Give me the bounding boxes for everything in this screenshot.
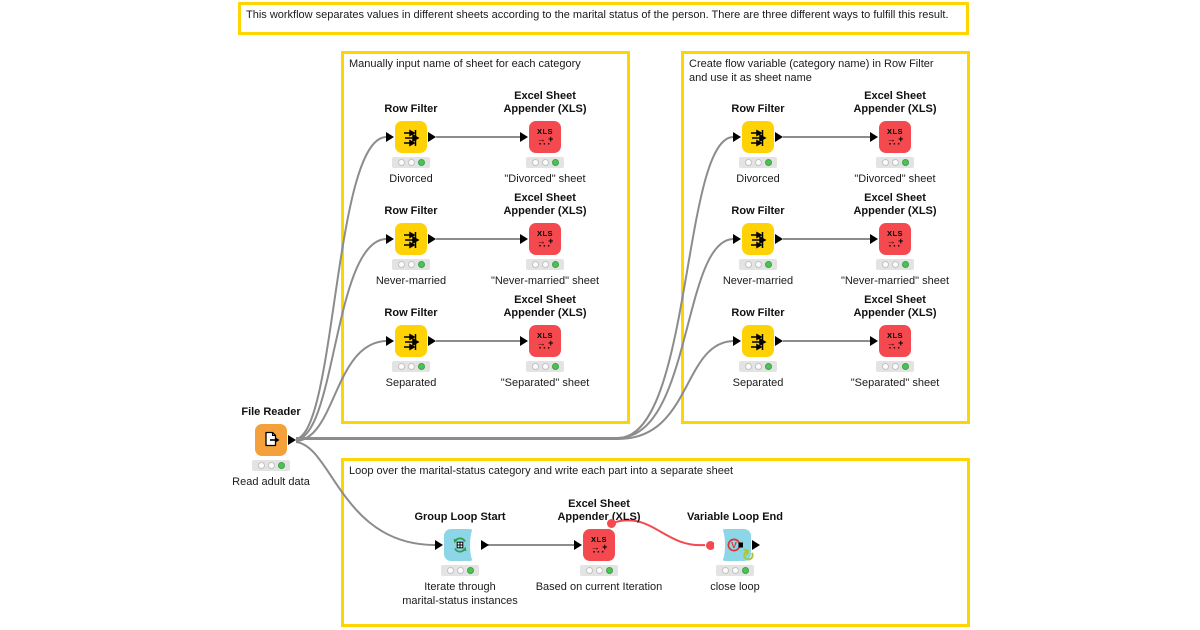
svg-text:V: V bbox=[731, 540, 737, 550]
output-port[interactable] bbox=[428, 336, 436, 346]
excel-appender-icon: XLS → + ··· bbox=[574, 519, 616, 561]
row-filter-icon bbox=[733, 121, 783, 153]
output-port[interactable] bbox=[775, 234, 783, 244]
annotation-box-manual-title: Manually input name of sheet for each ca… bbox=[349, 58, 581, 70]
output-port[interactable] bbox=[752, 540, 760, 550]
connection-filereader-rowfilter-1[interactable] bbox=[295, 136, 387, 440]
file-reader-icon bbox=[255, 424, 296, 456]
output-port[interactable] bbox=[775, 132, 783, 142]
node-group-loop-start[interactable]: Group Loop Start Iterate through marital… bbox=[402, 511, 518, 607]
input-port[interactable] bbox=[520, 336, 528, 346]
annotation-banner[interactable]: This workflow separates values in differ… bbox=[238, 2, 969, 35]
status-traffic-light bbox=[739, 259, 777, 270]
node-row-filter-flowvar-3[interactable]: Row Filter Separated bbox=[731, 307, 785, 389]
node-appender-manual-1[interactable]: Excel Sheet Appender (XLS) XLS → + ··· "… bbox=[503, 90, 587, 185]
loop-arrows-icon bbox=[453, 537, 467, 553]
status-traffic-light bbox=[526, 361, 564, 372]
status-traffic-light bbox=[739, 361, 777, 372]
status-traffic-light bbox=[252, 460, 290, 471]
connection-filereader-rowfilter-2[interactable] bbox=[295, 238, 387, 441]
output-port[interactable] bbox=[428, 234, 436, 244]
input-port[interactable] bbox=[870, 336, 878, 346]
input-port[interactable] bbox=[733, 132, 741, 142]
flow-variable-output-port[interactable] bbox=[607, 519, 616, 528]
input-port[interactable] bbox=[520, 132, 528, 142]
node-file-reader-label: Read adult data bbox=[232, 476, 310, 488]
node-file-reader-title: File Reader bbox=[241, 406, 301, 418]
connection-filereader-rowfilter-6[interactable] bbox=[296, 340, 734, 440]
input-port[interactable] bbox=[435, 540, 443, 550]
annotation-banner-text: This workflow separates values in differ… bbox=[246, 9, 949, 21]
status-traffic-light bbox=[526, 259, 564, 270]
row-filter-icon bbox=[386, 121, 436, 153]
annotation-box-flow-variable-title: Create flow variable (category name) in … bbox=[689, 58, 934, 84]
status-traffic-light bbox=[716, 565, 754, 576]
node-appender-flowvar-2[interactable]: Excel Sheet Appender (XLS) XLS → + ··· "… bbox=[840, 192, 950, 287]
status-traffic-light bbox=[392, 259, 430, 270]
status-traffic-light bbox=[739, 157, 777, 168]
row-filter-icon bbox=[386, 325, 436, 357]
status-traffic-light bbox=[580, 565, 618, 576]
annotation-box-loop-title: Loop over the marital-status category an… bbox=[349, 465, 733, 477]
status-traffic-light bbox=[526, 157, 564, 168]
row-filter-icon bbox=[733, 223, 783, 255]
node-row-filter-manual-1[interactable]: Row Filter Divorced bbox=[384, 103, 438, 185]
variable-loop-icon: V bbox=[727, 538, 743, 552]
output-port[interactable] bbox=[428, 132, 436, 142]
input-port[interactable] bbox=[386, 234, 394, 244]
row-filter-icon bbox=[386, 223, 436, 255]
variable-loop-end-icon: V bbox=[706, 526, 760, 564]
input-port[interactable] bbox=[520, 234, 528, 244]
status-traffic-light bbox=[441, 565, 479, 576]
input-port[interactable] bbox=[386, 336, 394, 346]
row-filter-icon bbox=[733, 325, 783, 357]
node-row-filter-flowvar-1[interactable]: Row Filter Divorced bbox=[731, 103, 785, 185]
input-port[interactable] bbox=[870, 132, 878, 142]
excel-appender-icon: XLS → + ··· bbox=[520, 121, 561, 153]
status-traffic-light bbox=[392, 157, 430, 168]
node-appender-flowvar-3[interactable]: Excel Sheet Appender (XLS) XLS → + ··· "… bbox=[850, 294, 940, 389]
node-variable-loop-end[interactable]: Variable Loop End V ↻ close loop bbox=[687, 511, 783, 593]
excel-appender-icon: XLS → + ··· bbox=[870, 223, 911, 255]
status-traffic-light bbox=[392, 361, 430, 372]
node-row-filter-manual-3[interactable]: Row Filter Separated bbox=[384, 307, 438, 389]
annotation-box-flow-variable[interactable]: Create flow variable (category name) in … bbox=[681, 51, 970, 424]
output-port[interactable] bbox=[288, 435, 296, 445]
node-file-reader[interactable]: File Reader Read adult data bbox=[232, 406, 310, 488]
node-row-filter-manual-2[interactable]: Row Filter Never-married bbox=[375, 205, 447, 287]
node-appender-manual-2[interactable]: Excel Sheet Appender (XLS) XLS → + ··· "… bbox=[490, 192, 600, 287]
excel-appender-icon: XLS → + ··· bbox=[870, 325, 911, 357]
input-port[interactable] bbox=[733, 336, 741, 346]
group-loop-start-icon bbox=[435, 526, 489, 564]
connection-flowvariable-appender-loopend[interactable] bbox=[611, 519, 706, 547]
flow-variable-input-port[interactable] bbox=[706, 540, 715, 550]
input-port[interactable] bbox=[870, 234, 878, 244]
connection-filereader-rowfilter-3[interactable] bbox=[295, 340, 387, 442]
connection-filereader-rowfilter-4[interactable] bbox=[296, 136, 734, 439]
output-port[interactable] bbox=[481, 540, 489, 550]
excel-appender-icon: XLS → + ··· bbox=[870, 121, 911, 153]
excel-appender-icon: XLS → + ··· bbox=[520, 223, 561, 255]
document-arrow-icon bbox=[265, 431, 280, 447]
status-traffic-light bbox=[876, 259, 914, 270]
input-port[interactable] bbox=[386, 132, 394, 142]
status-traffic-light bbox=[876, 157, 914, 168]
node-appender-loop[interactable]: Excel Sheet Appender (XLS) XLS → + ··· B… bbox=[535, 498, 663, 593]
node-row-filter-flowvar-2[interactable]: Row Filter Never-married bbox=[722, 205, 794, 287]
connection-filereader-grouploopstart[interactable] bbox=[295, 441, 436, 546]
connection-filereader-rowfilter-5[interactable] bbox=[296, 238, 734, 439]
node-appender-flowvar-1[interactable]: Excel Sheet Appender (XLS) XLS → + ··· "… bbox=[853, 90, 937, 185]
input-port[interactable] bbox=[733, 234, 741, 244]
input-port[interactable] bbox=[574, 540, 582, 550]
excel-appender-icon: XLS → + ··· bbox=[520, 325, 561, 357]
output-port[interactable] bbox=[775, 336, 783, 346]
node-appender-manual-3[interactable]: Excel Sheet Appender (XLS) XLS → + ··· "… bbox=[500, 294, 590, 389]
status-traffic-light bbox=[876, 361, 914, 372]
